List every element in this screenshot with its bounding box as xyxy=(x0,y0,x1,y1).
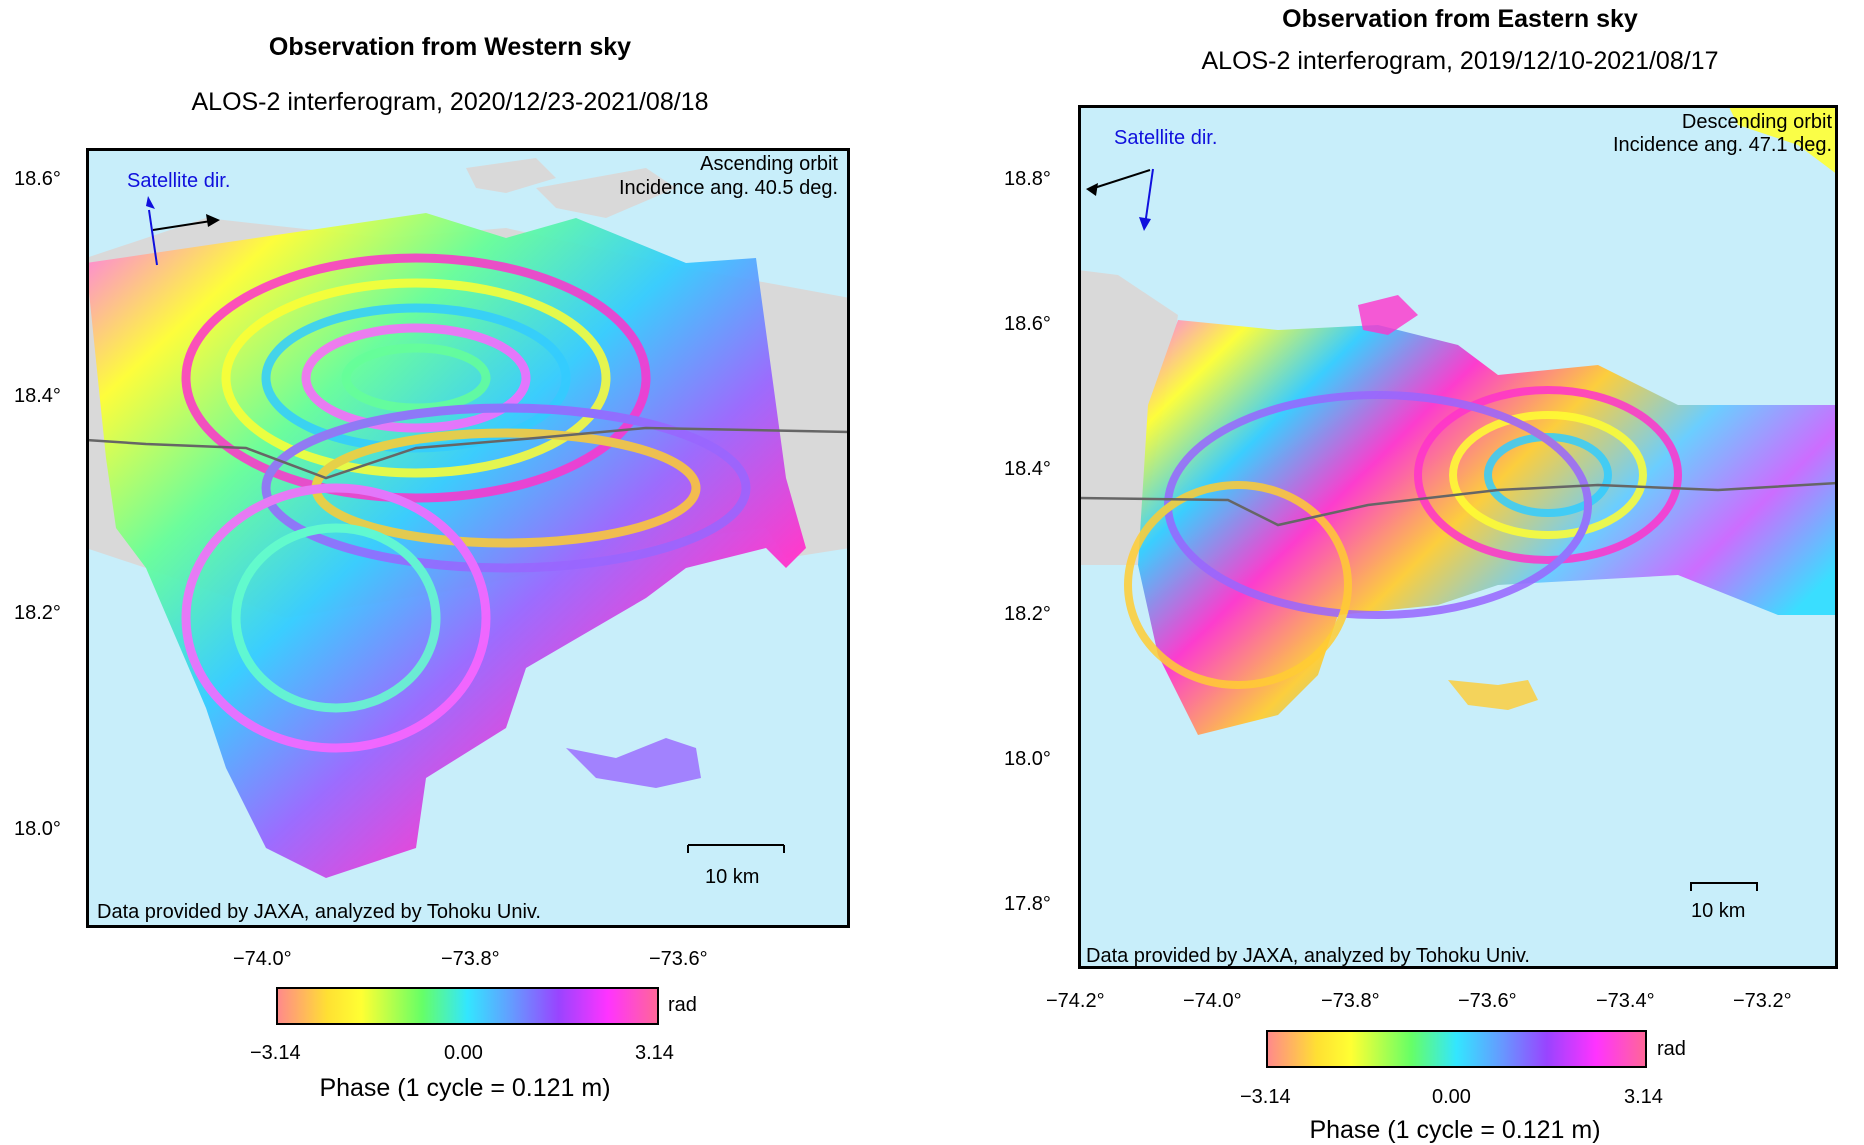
left-lat-tick: 18.4° xyxy=(14,385,61,407)
right-title: Observation from Eastern sky xyxy=(1282,5,1638,33)
right-lat-tick: 18.2° xyxy=(1004,603,1051,625)
left-subtitle: ALOS-2 interferogram, 2020/12/23-2021/08… xyxy=(191,88,709,116)
land-islet-north xyxy=(466,158,556,193)
left-phase-colorbar xyxy=(276,987,659,1025)
right-incidence-label: Incidence ang. 47.1 deg. xyxy=(1612,134,1832,156)
right-lon-tick: −73.2° xyxy=(1733,990,1792,1012)
right-phase-colorbar xyxy=(1266,1030,1647,1068)
right-lat-tick: 18.8° xyxy=(1004,168,1051,190)
island-north xyxy=(1358,295,1418,335)
right-satellite-label: Satellite dir. xyxy=(1114,127,1218,149)
left-satellite-label: Satellite dir. xyxy=(127,170,231,192)
interferogram-coverage xyxy=(1138,320,1838,735)
island-north xyxy=(536,168,676,218)
right-lon-tick: −74.2° xyxy=(1046,990,1105,1012)
left-lon-tick: −73.8° xyxy=(441,948,500,970)
left-credit: Data provided by JAXA, analyzed by Tohok… xyxy=(97,901,541,923)
left-scale-label: 10 km xyxy=(705,866,760,888)
right-interferogram-map xyxy=(1078,105,1838,969)
left-lat-tick: 18.2° xyxy=(14,602,61,624)
right-colorbar-min: −3.14 xyxy=(1240,1086,1291,1108)
right-colorbar-caption: Phase (1 cycle = 0.121 m) xyxy=(1309,1116,1601,1144)
left-lon-tick: −73.6° xyxy=(649,948,708,970)
right-lat-tick: 17.8° xyxy=(1004,893,1051,915)
corner-fringe xyxy=(1728,105,1838,175)
right-credit: Data provided by JAXA, analyzed by Tohok… xyxy=(1086,945,1530,967)
land-west xyxy=(1078,270,1178,565)
left-colorbar-min: −3.14 xyxy=(250,1042,301,1064)
left-orbit-label: Ascending orbit xyxy=(700,153,838,175)
left-colorbar-max: 3.14 xyxy=(635,1042,674,1064)
right-colorbar-unit: rad xyxy=(1657,1038,1686,1060)
right-lat-tick: 18.6° xyxy=(1004,313,1051,335)
right-subtitle: ALOS-2 interferogram, 2019/12/10-2021/08… xyxy=(1201,47,1719,75)
right-lon-tick: −73.8° xyxy=(1321,990,1380,1012)
left-lat-tick: 18.0° xyxy=(14,818,61,840)
right-orbit-label: Descending orbit xyxy=(1681,111,1832,133)
left-lon-tick: −74.0° xyxy=(233,948,292,970)
island-south xyxy=(1448,680,1538,710)
left-colorbar-unit: rad xyxy=(668,994,697,1016)
left-title: Observation from Western sky xyxy=(268,33,632,61)
left-colorbar-caption: Phase (1 cycle = 0.121 m) xyxy=(319,1074,611,1102)
fault-line xyxy=(1078,481,1838,527)
left-colorbar-mid: 0.00 xyxy=(444,1042,483,1064)
right-lon-tick: −73.4° xyxy=(1596,990,1655,1012)
right-lon-tick: −73.6° xyxy=(1458,990,1517,1012)
island-south xyxy=(566,738,701,788)
right-lon-tick: −74.0° xyxy=(1183,990,1242,1012)
left-incidence-label: Incidence ang. 40.5 deg. xyxy=(618,177,838,199)
left-interferogram-map xyxy=(86,148,850,928)
right-scale-label: 10 km xyxy=(1691,900,1746,922)
right-lat-tick: 18.0° xyxy=(1004,748,1051,770)
right-colorbar-max: 3.14 xyxy=(1624,1086,1663,1108)
left-lat-tick: 18.6° xyxy=(14,168,61,190)
right-colorbar-mid: 0.00 xyxy=(1432,1086,1471,1108)
right-lat-tick: 18.4° xyxy=(1004,458,1051,480)
fault-line xyxy=(86,426,850,480)
